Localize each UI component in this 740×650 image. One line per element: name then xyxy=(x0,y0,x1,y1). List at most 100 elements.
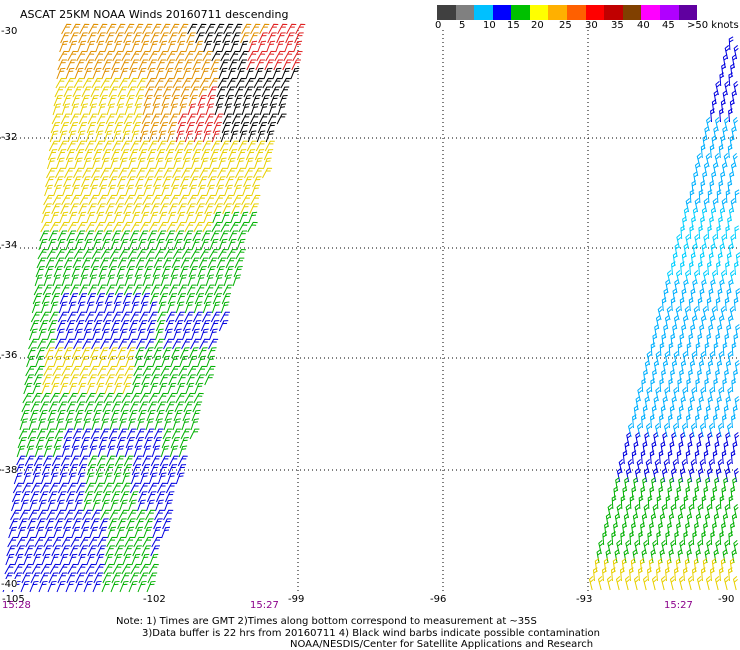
wind-barb xyxy=(721,63,727,78)
wind-barb xyxy=(253,167,264,179)
wind-barb xyxy=(278,94,288,107)
wind-barb xyxy=(633,405,639,420)
wind-barb xyxy=(137,149,148,161)
wind-barb xyxy=(169,23,180,35)
wind-barb xyxy=(127,167,138,179)
wind-barb xyxy=(36,518,46,530)
wind-barb xyxy=(97,23,108,35)
wind-barb xyxy=(719,207,725,222)
wind-barb xyxy=(183,401,194,413)
wind-barb xyxy=(734,261,739,276)
wind-barb xyxy=(723,477,729,492)
map-title: ASCAT 25KM NOAA Winds 20160711 descendin… xyxy=(20,8,289,21)
wind-barb xyxy=(695,378,701,393)
wind-barb xyxy=(236,238,246,251)
wind-barb xyxy=(210,140,221,152)
wind-barb xyxy=(734,189,740,204)
wind-barb xyxy=(95,464,106,476)
wind-barb xyxy=(76,130,86,143)
wind-barb xyxy=(636,423,642,438)
wind-barb xyxy=(653,360,659,375)
wind-barb xyxy=(20,580,30,593)
wind-barb xyxy=(32,382,42,395)
wind-barb xyxy=(163,328,173,341)
wind-barb xyxy=(94,563,105,575)
wind-barb xyxy=(161,437,171,449)
wind-barb xyxy=(187,274,197,287)
wind-barb xyxy=(689,360,695,375)
wind-barb xyxy=(130,130,140,143)
wind-barb xyxy=(674,567,679,582)
wind-barb xyxy=(106,536,117,548)
wind-barb xyxy=(145,509,156,521)
wind-barb xyxy=(667,450,673,465)
colorbar-swatch xyxy=(455,5,475,20)
wind-barb xyxy=(651,441,657,456)
wind-barb xyxy=(696,477,702,492)
wind-barb xyxy=(108,428,119,440)
wind-barb xyxy=(131,40,141,53)
wind-barb xyxy=(658,486,664,501)
wind-barb xyxy=(704,513,710,528)
wind-barb xyxy=(32,553,42,566)
wind-barb xyxy=(149,382,159,395)
wind-barb xyxy=(156,59,166,71)
wind-barb xyxy=(71,94,81,107)
wind-barb xyxy=(100,328,110,341)
wind-barb xyxy=(734,396,740,411)
wind-barb xyxy=(659,414,664,429)
wind-barb xyxy=(726,459,732,474)
wind-barb xyxy=(719,72,725,87)
wind-barb xyxy=(160,194,171,206)
wind-barb xyxy=(165,482,176,494)
wind-barb xyxy=(97,103,107,116)
wind-barb xyxy=(157,392,168,404)
wind-barb xyxy=(125,437,135,449)
wind-barb xyxy=(682,216,688,231)
wind-barb xyxy=(241,103,251,116)
wind-barb xyxy=(92,67,102,80)
wind-barb xyxy=(20,409,30,422)
wind-barb xyxy=(54,86,65,98)
wind-barb xyxy=(89,265,99,278)
wind-barb xyxy=(677,549,683,564)
wind-barb xyxy=(154,167,165,179)
wind-barb xyxy=(89,184,98,197)
wind-barb xyxy=(190,157,200,170)
note-line: Note: 1) Times are GMT 2)Times along bot… xyxy=(116,616,537,627)
wind-barb xyxy=(107,355,116,368)
wind-barb xyxy=(85,50,96,62)
wind-barb xyxy=(681,324,687,339)
wind-barb xyxy=(48,401,59,413)
wind-barb xyxy=(13,563,24,575)
wind-barb xyxy=(127,157,137,170)
wind-barb xyxy=(652,369,658,384)
wind-barb xyxy=(149,553,159,566)
wind-barb xyxy=(150,545,160,557)
wind-barb xyxy=(67,50,78,62)
wind-barb xyxy=(201,140,212,152)
wind-barb xyxy=(245,67,255,80)
wind-barb xyxy=(122,382,132,395)
wind-barb xyxy=(27,428,38,440)
wind-barb xyxy=(109,77,120,89)
wind-barb xyxy=(133,445,143,458)
wind-barb xyxy=(170,437,180,449)
wind-barb xyxy=(674,531,680,546)
wind-barb xyxy=(198,176,208,188)
wind-barb xyxy=(82,338,93,350)
wind-barb xyxy=(607,540,613,555)
wind-barb xyxy=(691,180,697,195)
wind-barb xyxy=(74,499,83,512)
wind-barb xyxy=(102,572,113,584)
wind-barb xyxy=(174,230,185,242)
wind-barb xyxy=(671,261,676,276)
wind-barb xyxy=(277,103,287,116)
wind-barb xyxy=(145,77,156,89)
wind-barb xyxy=(730,198,736,213)
wind-barb xyxy=(89,355,98,368)
wind-barb xyxy=(96,113,107,125)
wind-barb xyxy=(166,301,176,314)
wind-barb xyxy=(660,405,666,420)
wind-barb xyxy=(656,495,662,510)
